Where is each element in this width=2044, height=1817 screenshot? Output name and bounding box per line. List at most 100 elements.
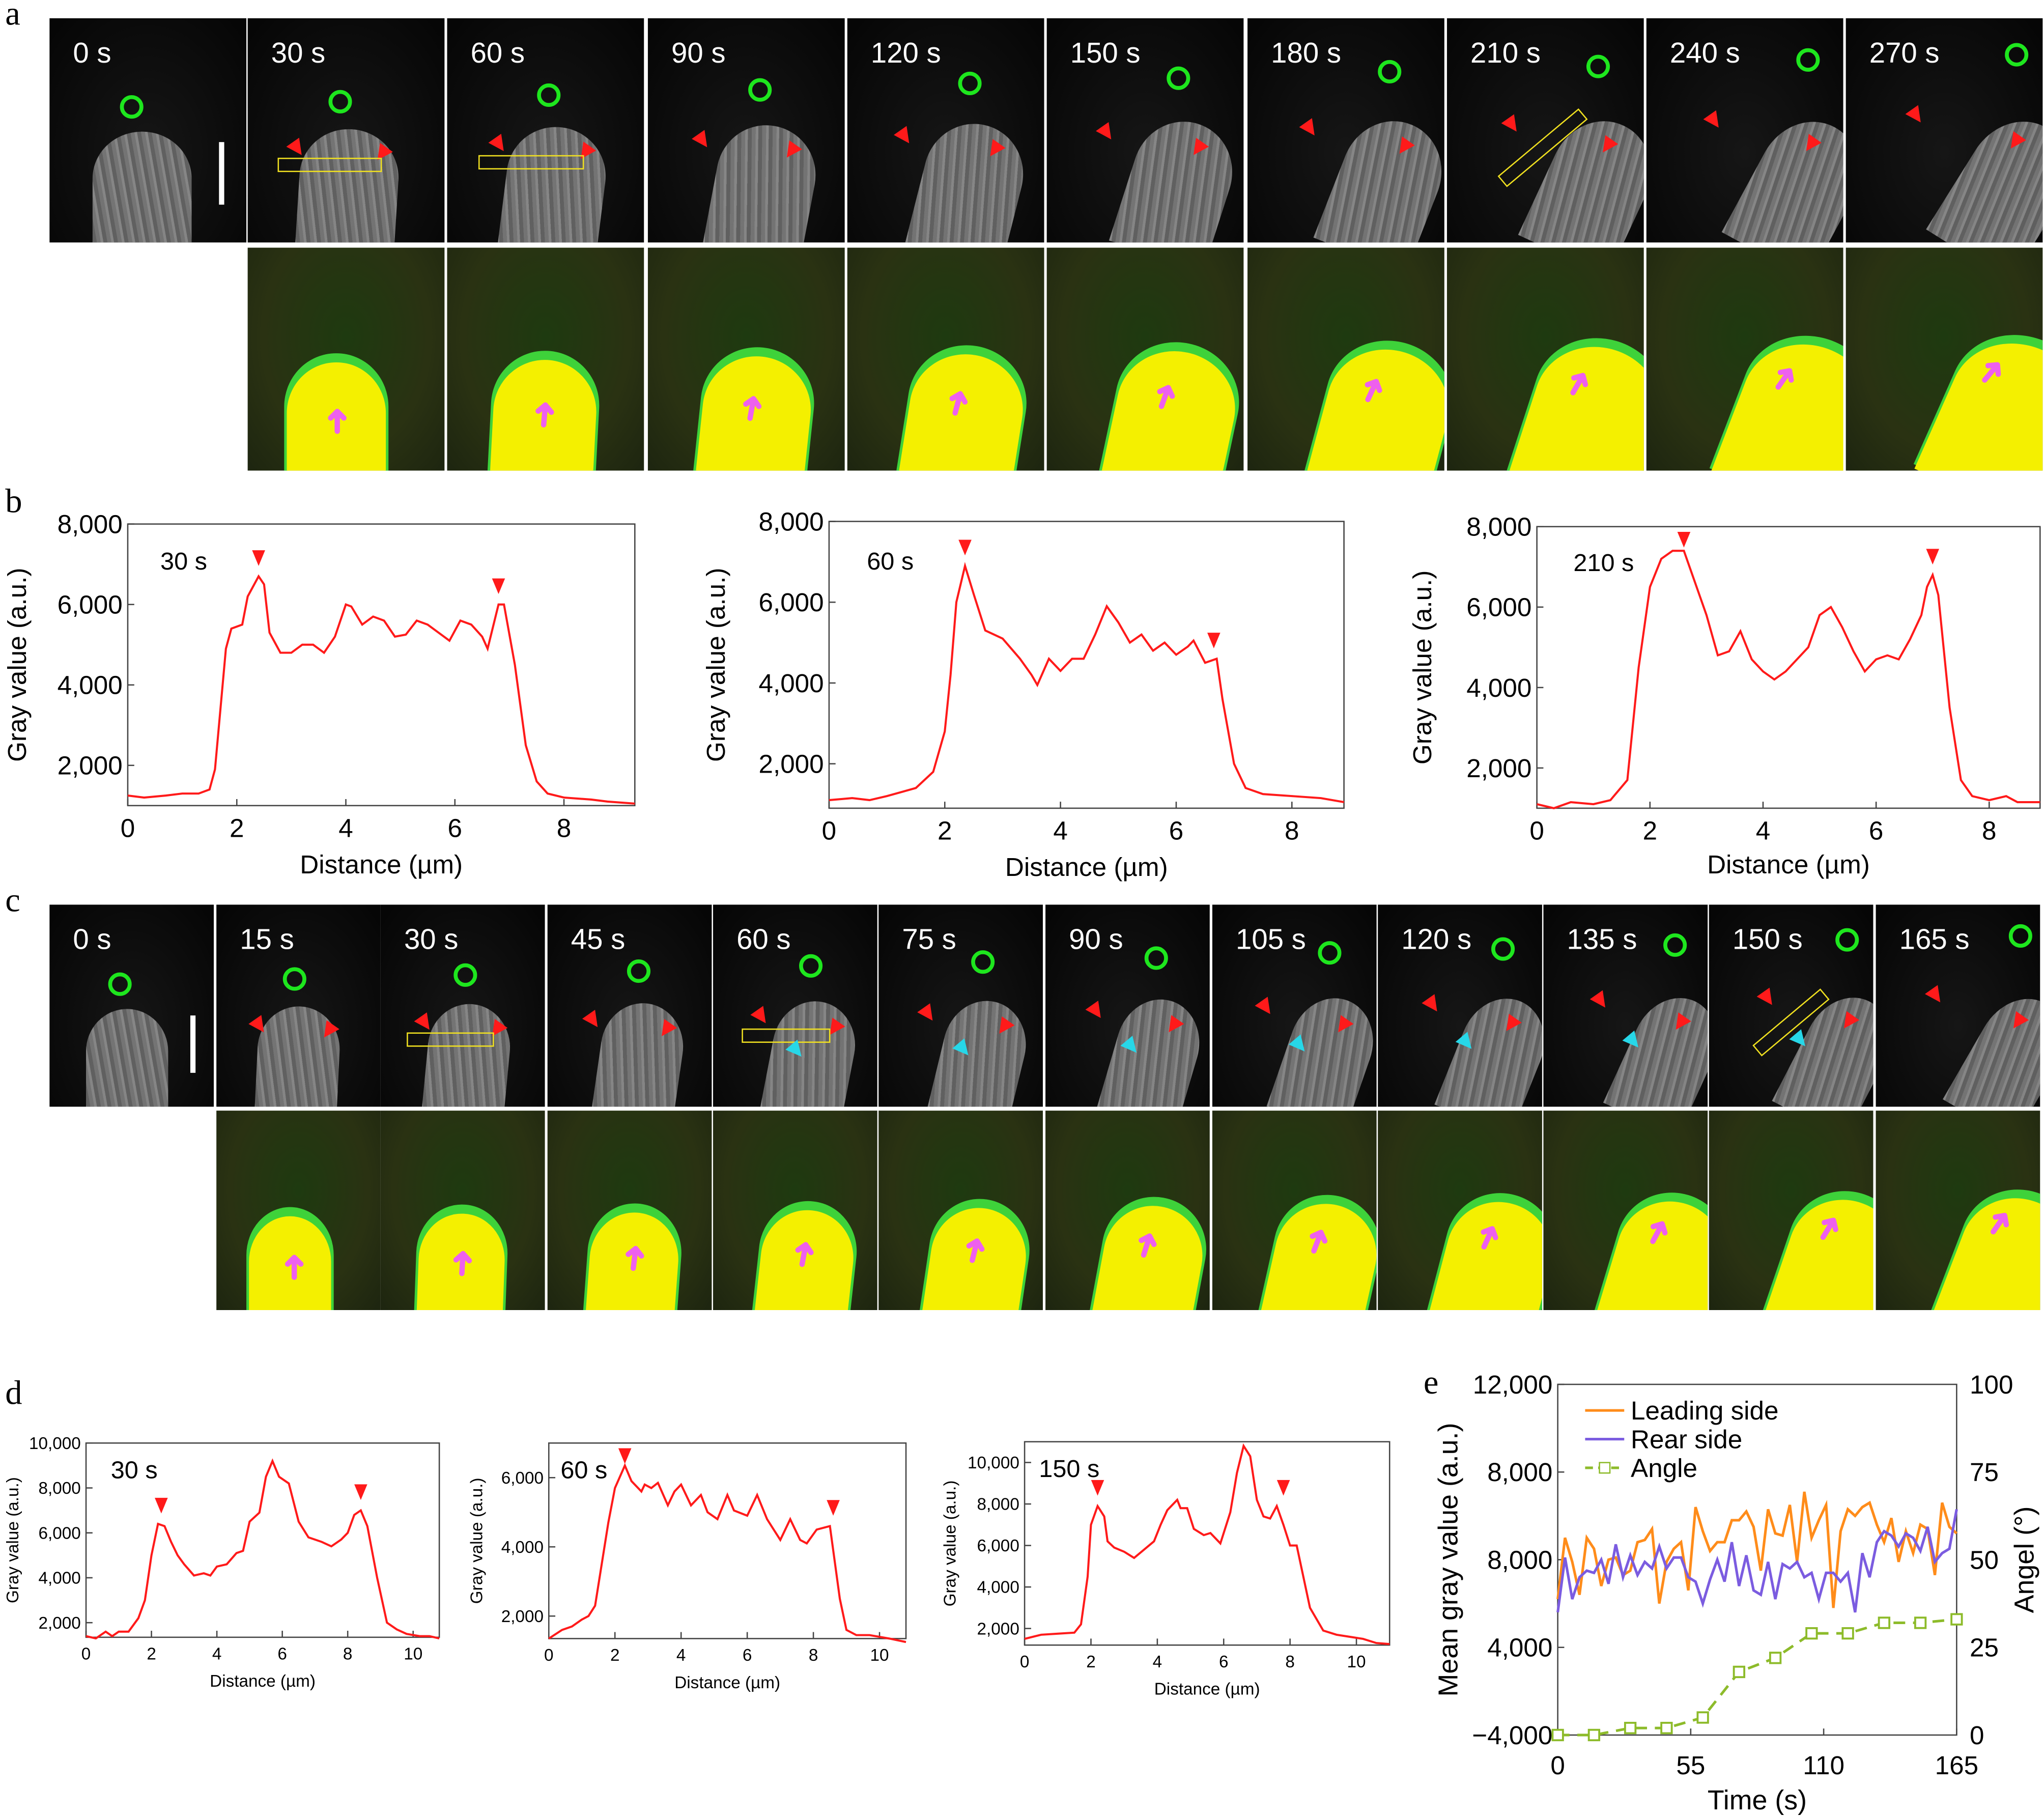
growth-target-circle (1586, 54, 1610, 78)
y2-axis-label: Angel (°) (2009, 1507, 2039, 1613)
growth-target-circle (748, 78, 772, 102)
panel-label-d: d (5, 1374, 22, 1412)
plot-frame (127, 523, 636, 807)
growth-target-circle (1490, 937, 1515, 961)
y-tick-label: 10,000 (29, 1434, 81, 1453)
time-label: 150 s (1070, 36, 1141, 69)
profile-line (1537, 550, 2040, 810)
x-tick-label: 4 (1053, 816, 1068, 845)
x-tick-label: 4 (338, 813, 353, 842)
x-tick-label: 165 (1935, 1751, 1978, 1780)
x-axis-label: Time (s) (1708, 1785, 1807, 1815)
scale-bar (218, 141, 224, 205)
time-label: 240 s (1669, 36, 1740, 69)
y-axis-label: Gray value (a.u.) (701, 567, 730, 761)
y-axis-label: Gray value (a.u.) (941, 1481, 959, 1607)
growth-target-circle (627, 959, 650, 983)
chart-d1: 0 2 4 6 8 10 2,000 4,000 6,000 8,000 10,000 Distanc… (4, 1434, 440, 1691)
time-label: 75 s (902, 923, 956, 956)
x-tick-label: 0 (121, 813, 135, 842)
x-tick-label: 6 (448, 813, 463, 842)
y-tick-label: 2,000 (758, 750, 824, 779)
angle-marker (1733, 1665, 1746, 1679)
scale-bar (190, 1015, 196, 1072)
profile-line (829, 561, 1344, 804)
fluorescence-frame: 60 s (713, 904, 877, 1107)
time-annotation: 30 s (111, 1456, 158, 1484)
y-tick-label: 4,000 (501, 1538, 544, 1557)
x-axis-label: Distance (µm) (1707, 850, 1870, 879)
peak-arrowhead-marker (958, 540, 972, 556)
x-axis-label: Distance (µm) (300, 850, 463, 879)
roi-box (277, 158, 383, 173)
legend-marker (1599, 1462, 1611, 1474)
growth-target-circle (2005, 42, 2029, 66)
x-tick-label: 6 (1169, 816, 1184, 845)
y-tick-label: 8,000 (1487, 1545, 1552, 1574)
panel-label-c: c (5, 881, 20, 919)
time-label: 120 s (870, 36, 941, 69)
composite-frame: ➜ (1846, 247, 2043, 471)
roi-box (742, 1029, 830, 1043)
x-tick-label: 4 (1153, 1653, 1162, 1671)
x-tick-label: 6 (743, 1646, 752, 1665)
y2-tick-label: 100 (1970, 1370, 2013, 1399)
x-axis-label: Distance (µm) (1154, 1680, 1260, 1699)
x-tick-label: 2 (147, 1644, 156, 1663)
growth-target-circle (108, 972, 132, 996)
growth-target-circle (1145, 946, 1169, 970)
y-tick-label: 6,000 (758, 588, 824, 617)
x-tick-label: 8 (809, 1646, 818, 1665)
y-tick-label: 8,000 (977, 1495, 1019, 1514)
time-label: 105 s (1236, 923, 1306, 956)
chart-b2: 0 2 4 6 8 2,000 4,000 6,000 8,000 Distance (µm) Gr… (701, 507, 1345, 882)
angle-marker (1587, 1728, 1601, 1742)
profile-line (1024, 1443, 1390, 1645)
x-tick-label: 4 (676, 1646, 686, 1665)
cell-tip (86, 1008, 168, 1107)
x-tick-label: 10 (404, 1644, 422, 1663)
growth-target-circle (799, 954, 823, 979)
y-axis-label: Gray value (a.u.) (468, 1478, 487, 1604)
peak-arrowhead-marker (354, 1484, 367, 1500)
fluorescence-frame: 75 s (878, 904, 1043, 1107)
x-tick-label: 8 (1982, 816, 1996, 845)
fluorescence-frame: 270 s (1846, 18, 2043, 243)
plot-frame (1557, 1383, 1957, 1736)
y-tick-label: 2,000 (58, 751, 123, 780)
fluorescence-frame: 120 s (1378, 904, 1542, 1107)
composite-frame: ➜ (380, 1111, 545, 1311)
time-label: 210 s (1470, 36, 1541, 69)
fluorescence-frame: 30 s (380, 904, 545, 1107)
composite-frame: ➜ (1247, 247, 1444, 471)
fluorescence-frame: 180 s (1247, 18, 1444, 243)
time-label: 45 s (571, 923, 626, 956)
x-tick-label: 6 (1869, 816, 1884, 845)
y2-tick-label: 25 (1970, 1633, 1999, 1662)
profile-line (86, 1458, 440, 1640)
composite-frame: ➜ (1543, 1111, 1708, 1311)
fluorescence-frame: 150 s (1046, 18, 1244, 243)
fluorescence-frame: 150 s (1709, 904, 1873, 1107)
y-tick-label: 8,000 (1487, 1458, 1552, 1487)
y-tick-label: 6,000 (58, 590, 123, 619)
y-tick-label: −4,000 (1472, 1721, 1552, 1750)
panel-label-a: a (5, 0, 20, 33)
chart-b1: 0 2 4 6 8 2,000 4,000 6,000 8,000 Distance (µm) Gr… (3, 510, 636, 879)
growth-target-circle (957, 72, 981, 96)
plot-frame (1024, 1441, 1390, 1646)
profile-line (548, 1463, 906, 1643)
profile-line (127, 574, 635, 805)
legend-label: Rear side (1631, 1425, 1742, 1454)
angle-marker (1769, 1652, 1782, 1664)
time-label: 150 s (1732, 923, 1803, 956)
angle-marker (1696, 1711, 1709, 1724)
angle-marker (1624, 1722, 1637, 1735)
peak-arrowhead-marker (492, 578, 505, 594)
x-tick-label: 10 (870, 1646, 889, 1665)
angle-marker (1841, 1627, 1854, 1640)
composite-frame: ➜ (1378, 1111, 1542, 1311)
x-tick-label: 2 (1643, 816, 1657, 845)
y-tick-label: 4,000 (977, 1578, 1019, 1597)
y-tick-label: 8,000 (758, 507, 824, 536)
